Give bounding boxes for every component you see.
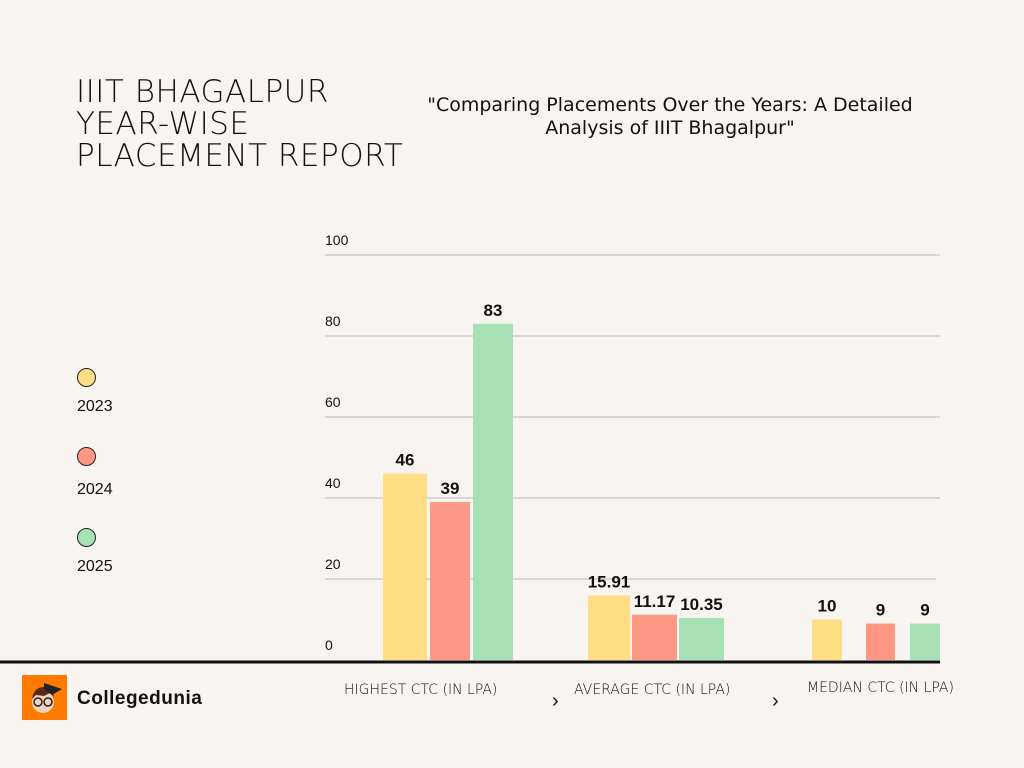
- data-label: 15.91: [588, 573, 631, 592]
- data-label: 10.35: [680, 595, 723, 614]
- collegedunia-logo: [22, 675, 67, 720]
- brand-name: Collegedunia: [77, 688, 203, 709]
- legend-label: 2024: [77, 481, 113, 498]
- bar-2025-2: [910, 623, 940, 660]
- chart-subtitle: "Comparing Placements Over the Years: A …: [427, 94, 913, 139]
- data-label: 39: [441, 479, 460, 498]
- category-label-median: MEDIAN CTC (IN LPA): [807, 680, 954, 696]
- legend-item-2024: 2024: [77, 447, 113, 498]
- bar-2024-0: [430, 502, 470, 660]
- bar-2023-1: [588, 595, 630, 660]
- bar-2023-0: [383, 473, 427, 660]
- bar-2024-2: [866, 623, 895, 660]
- mascot-icon: [32, 683, 62, 713]
- category-label-highest: HIGHEST CTC (IN LPA): [344, 682, 498, 698]
- legend-swatch: [77, 368, 96, 387]
- legend-swatch: [77, 528, 96, 547]
- data-label: 83: [484, 301, 503, 320]
- y-tick-label: 80: [325, 313, 341, 329]
- chevron-right-icon: ›: [552, 690, 559, 712]
- bar-2024-1: [632, 614, 677, 660]
- legend-item-2023: 2023: [77, 368, 113, 415]
- y-tick-label: 20: [325, 556, 341, 572]
- category-label-average: AVERAGE CTC (IN LPA): [574, 682, 731, 698]
- data-label: 46: [396, 451, 415, 470]
- page-title: IIIT BHAGALPUR YEAR-WISE PLACEMENT REPOR…: [76, 74, 404, 174]
- y-tick-label: 60: [325, 394, 341, 410]
- legend-item-2025: 2025: [77, 528, 113, 575]
- data-label: 11.17: [634, 592, 676, 611]
- y-tick-label: 0: [325, 637, 333, 653]
- chevron-right-icon: ›: [772, 690, 779, 712]
- bar-2023-2: [812, 619, 842, 660]
- legend-swatch: [77, 447, 96, 466]
- data-label: 9: [920, 601, 929, 620]
- data-label: 9: [876, 601, 885, 620]
- legend-label: 2025: [77, 558, 113, 575]
- bar-2025-0: [473, 323, 513, 660]
- bar-2025-1: [679, 618, 724, 660]
- data-label: 10: [818, 597, 837, 616]
- y-tick-label: 40: [325, 475, 341, 491]
- y-tick-label: 100: [325, 232, 349, 248]
- legend-label: 2023: [77, 398, 113, 415]
